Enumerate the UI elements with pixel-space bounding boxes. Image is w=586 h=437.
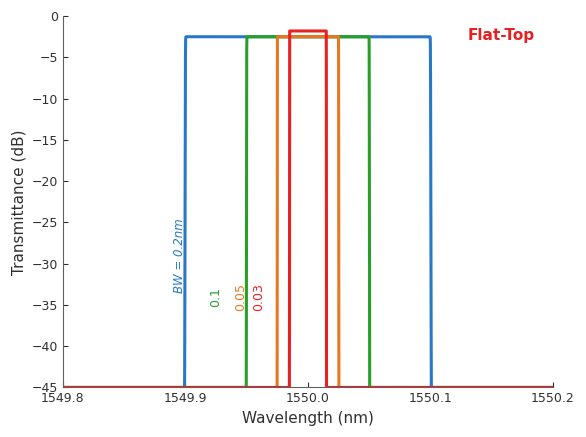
- Text: 0.05: 0.05: [234, 283, 247, 311]
- Text: 0.1: 0.1: [210, 287, 223, 307]
- Text: Flat-Top: Flat-Top: [467, 28, 534, 44]
- X-axis label: Wavelength (nm): Wavelength (nm): [242, 411, 374, 426]
- Y-axis label: Transmittance (dB): Transmittance (dB): [11, 129, 26, 274]
- Text: 0.03: 0.03: [253, 283, 265, 311]
- Text: BW = 0.2nm: BW = 0.2nm: [173, 218, 186, 293]
